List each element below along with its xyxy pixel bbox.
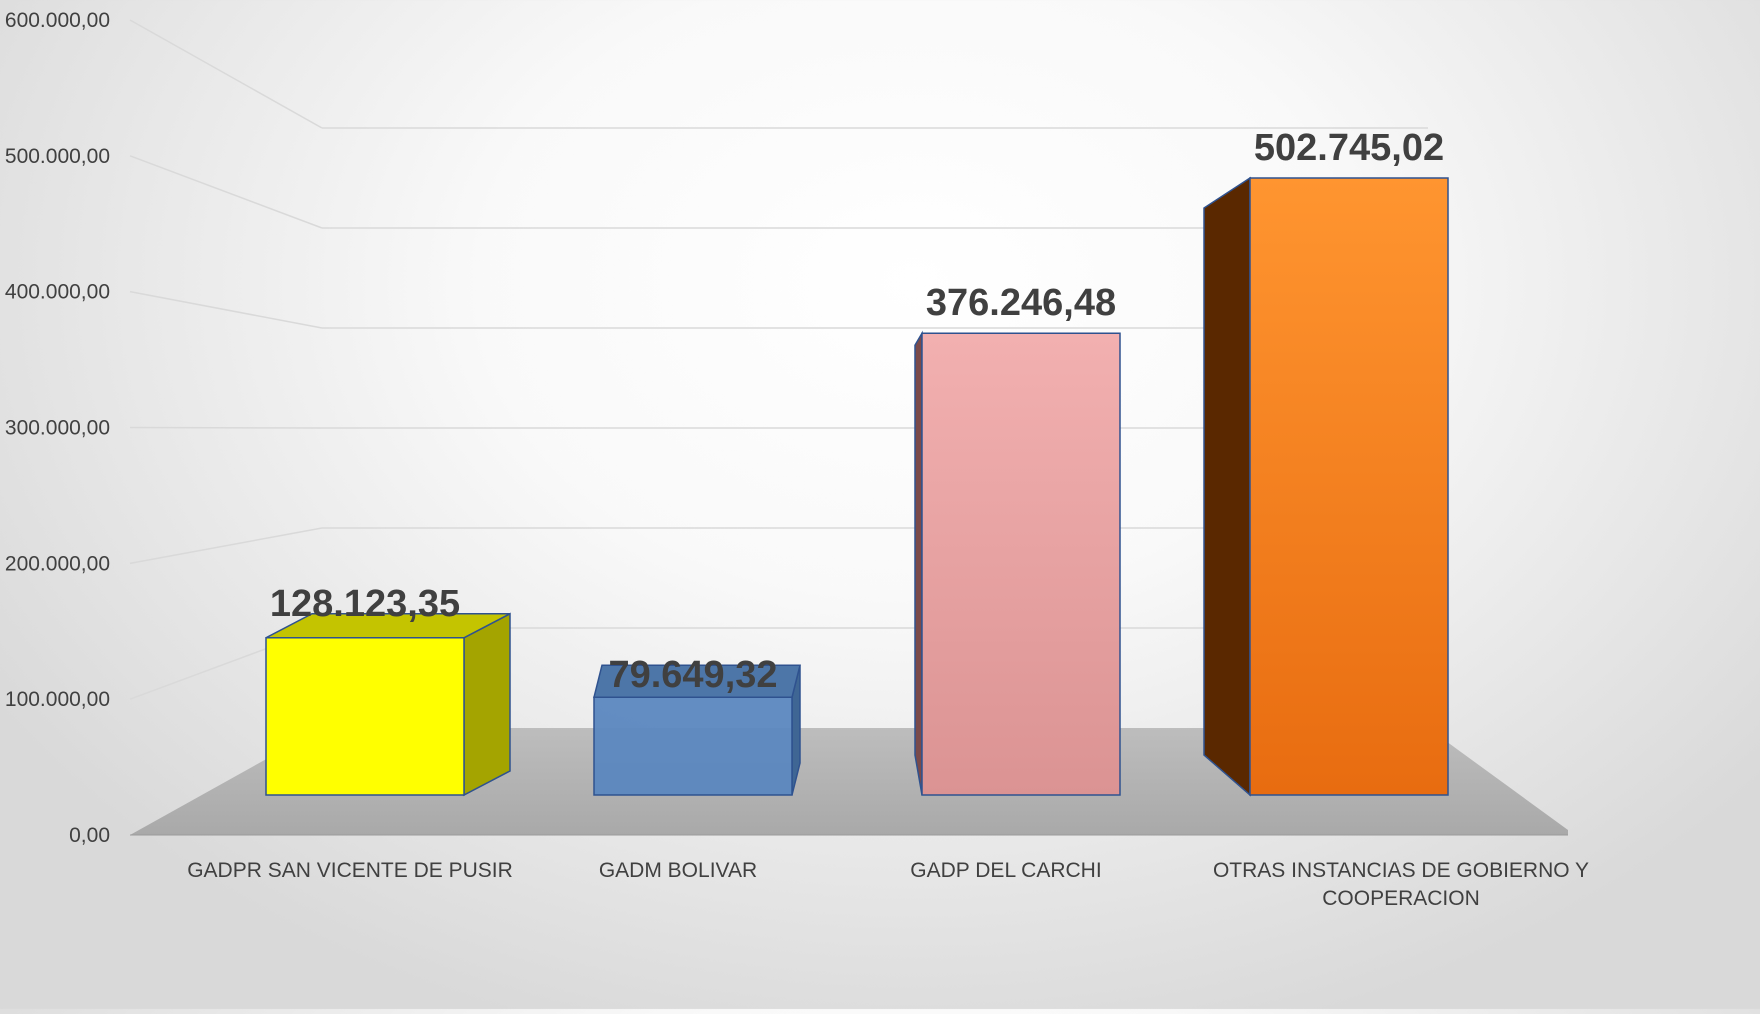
gridline-wall: [129, 290, 323, 329]
y-tick-label: 100.000,00: [5, 688, 110, 711]
y-tick-label: 400.000,00: [5, 281, 110, 304]
x-axis-ticks: GADPR SAN VICENTE DE PUSIR GADM BOLIVAR GA…: [187, 859, 1589, 910]
x-tick-label: GADPR SAN VICENTE DE PUSIR: [187, 859, 513, 882]
bar-side: [463, 612, 511, 797]
gridline-wall: [129, 19, 323, 129]
gridline-wall: [129, 527, 323, 565]
data-label: 376.246,48: [926, 282, 1116, 324]
y-tick-label: 500.000,00: [5, 145, 110, 168]
data-label: 502.745,02: [1254, 127, 1444, 169]
x-tick-label: OTRAS INSTANCIAS DE GOBIERNO Y: [1213, 859, 1589, 882]
data-label: 79.649,32: [608, 654, 777, 696]
bars: [265, 176, 1449, 797]
y-tick-label: 300.000,00: [5, 417, 110, 440]
gridline-wall: [129, 155, 323, 229]
y-tick-label: 0,00: [69, 824, 110, 847]
x-tick-label: GADP DEL CARCHI: [910, 859, 1101, 882]
gridline-wall: [129, 426, 323, 429]
bar: [593, 696, 793, 796]
bar: [1249, 177, 1449, 796]
bar: [921, 332, 1121, 796]
y-axis-ticks: 0,00 100.000,00 200.000,00 300.000,00 400.00…: [5, 9, 110, 847]
bar-side: [914, 330, 923, 796]
x-tick-label: COOPERACION: [1322, 887, 1480, 910]
bar: [265, 637, 465, 796]
data-label: 128.123,35: [270, 583, 460, 625]
y-tick-label: 600.000,00: [5, 9, 110, 32]
bar-side: [1203, 176, 1251, 797]
data-labels: 128.123,35 79.649,32 376.246,48 502.745,02: [270, 127, 1444, 696]
x-tick-label: GADM BOLIVAR: [599, 859, 757, 882]
y-tick-label: 200.000,00: [5, 552, 110, 575]
